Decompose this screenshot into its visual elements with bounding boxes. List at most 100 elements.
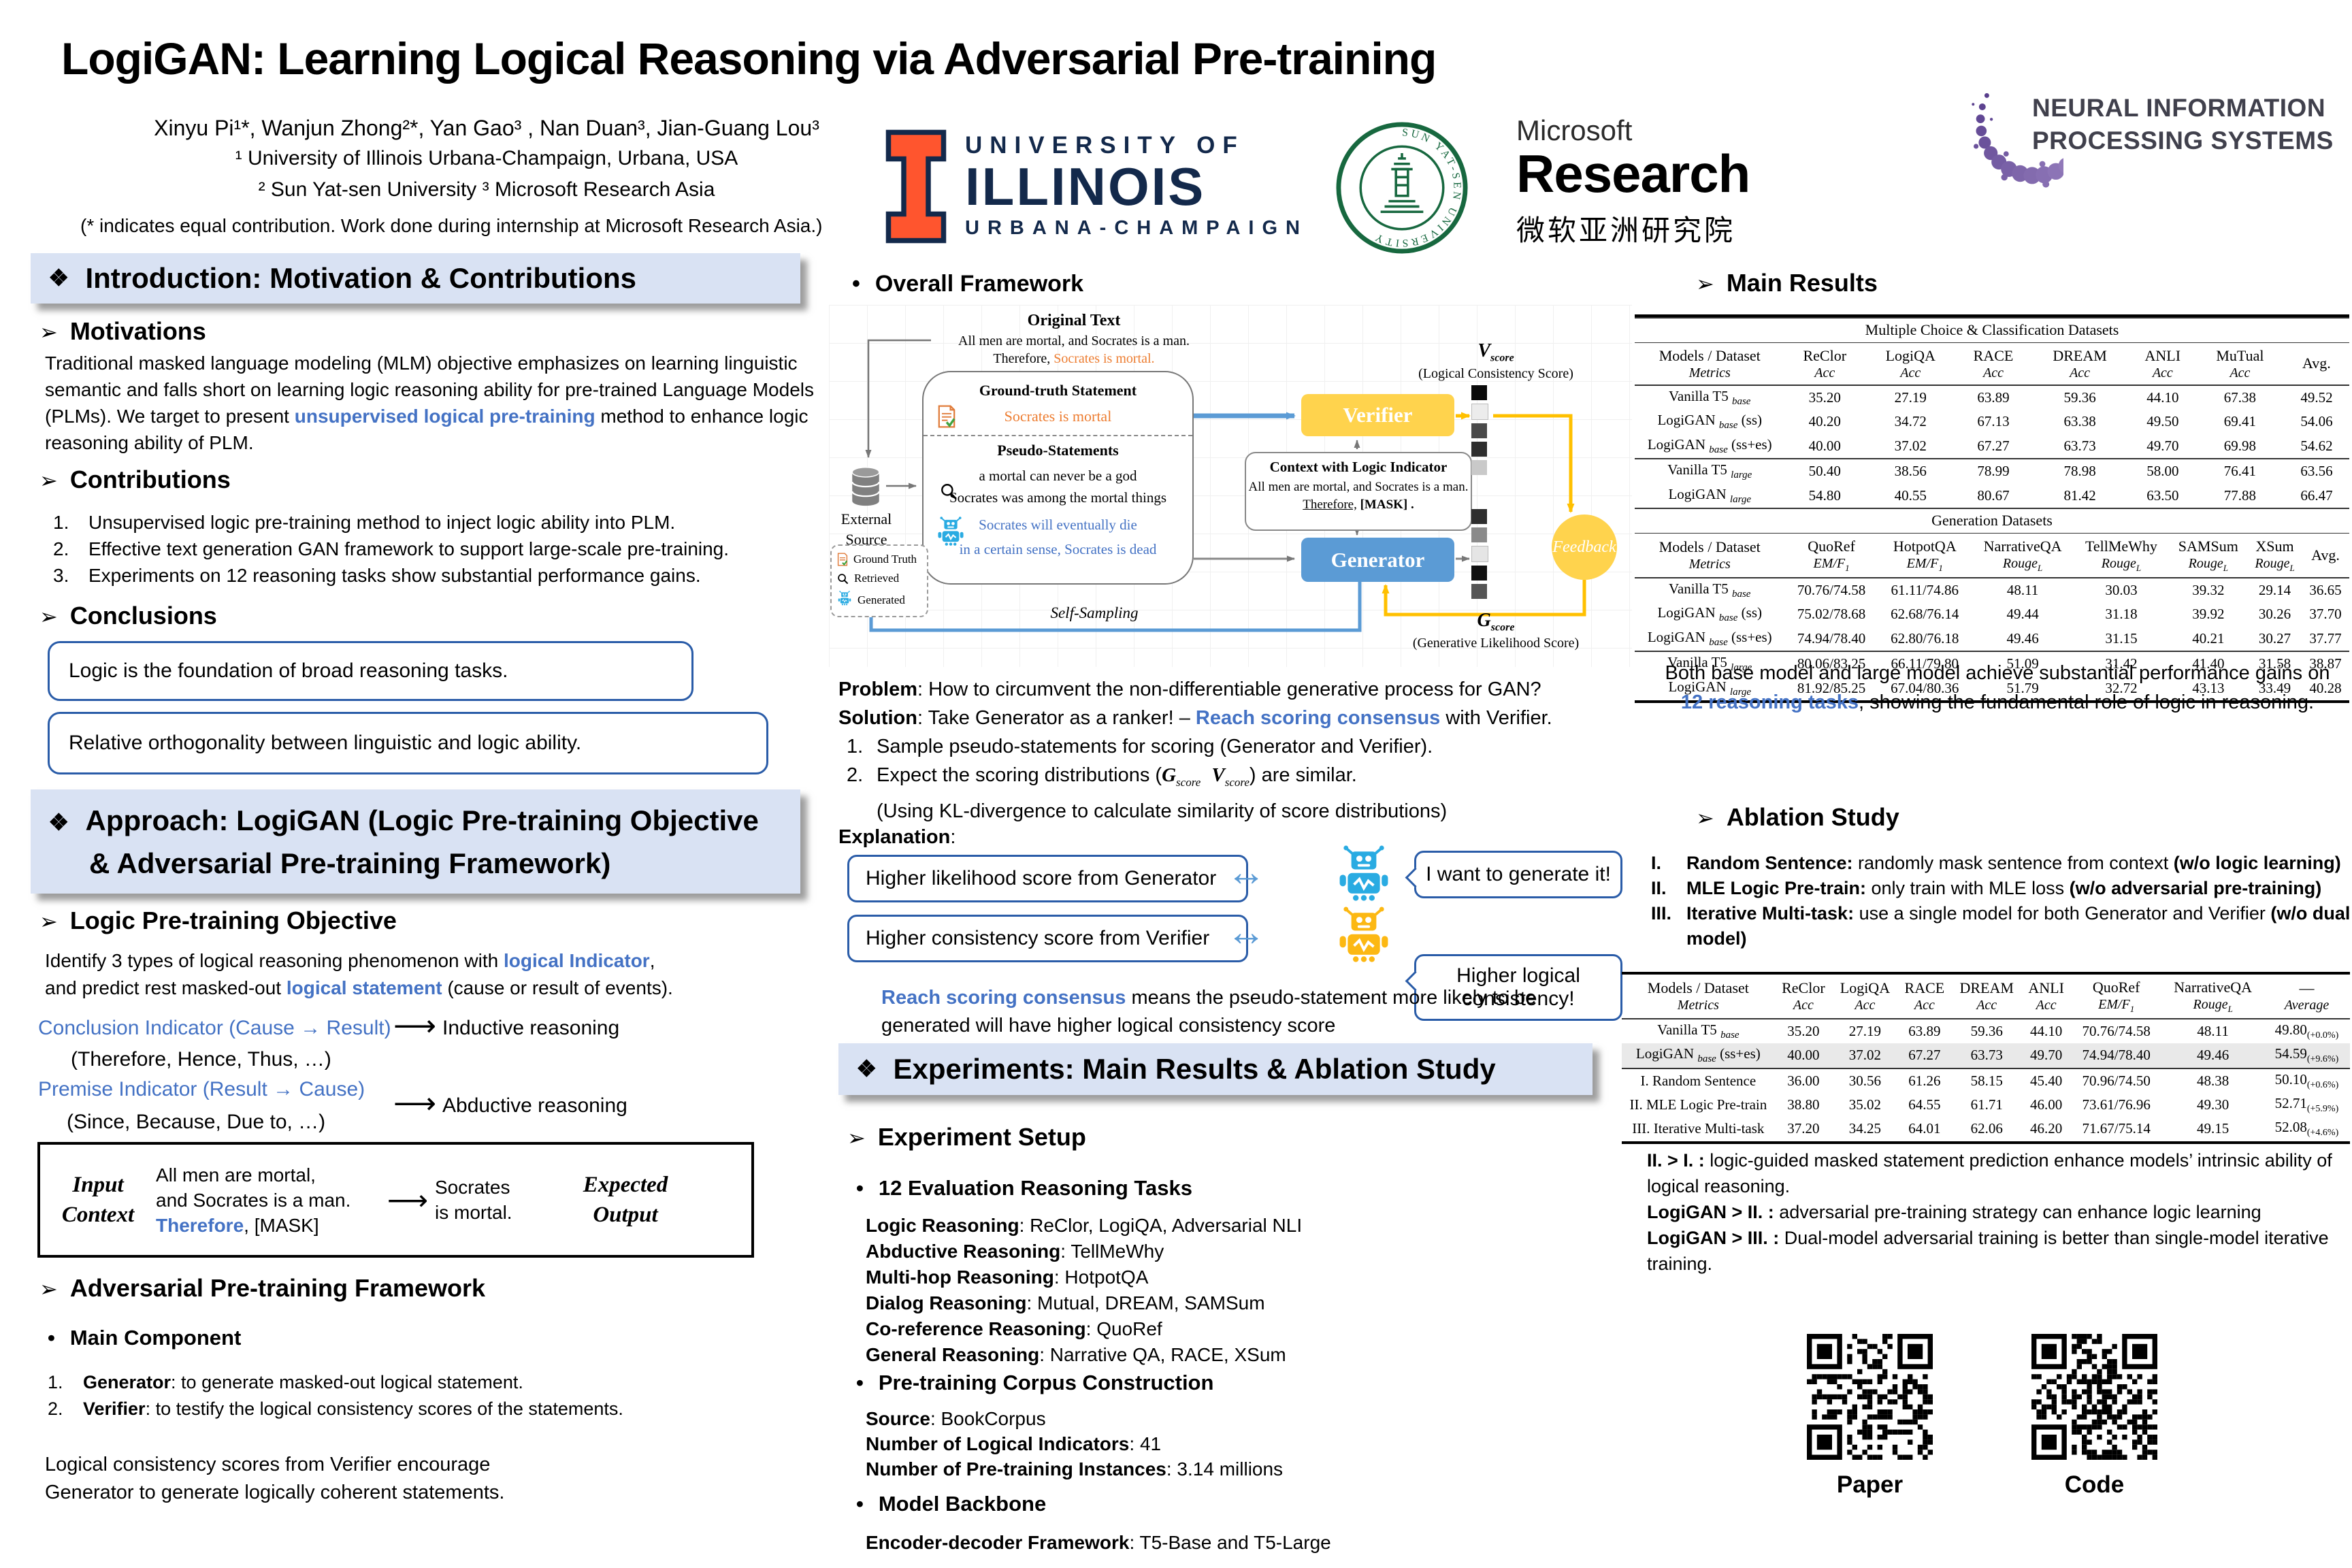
robot-generator-icon: [936, 517, 966, 550]
ablation-note: LogiGAN > II. : adversarial pre-training…: [1647, 1202, 2261, 1222]
v-score-label: Vscore (Logical Consistency Score): [1373, 340, 1618, 382]
diagram-legend: Ground Truth Retrieved Generated: [830, 544, 928, 617]
conclusions-heading: ➢ Conclusions: [39, 602, 217, 630]
table-cell: 49.30: [2197, 1096, 2230, 1113]
table-cell: 75.02/78.68: [1797, 606, 1866, 623]
robot-icon: [837, 591, 852, 609]
affiliation-1: ¹ University of Illinois Urbana-Champaig…: [235, 147, 738, 169]
ablation-heading: ➢ Ablation Study: [1696, 803, 1899, 831]
task-line: Multi-hop Reasoning: HotpotQA: [866, 1267, 1149, 1288]
database-icon: [848, 466, 883, 511]
paper-qr-label: Paper: [1836, 1471, 1904, 1498]
table-cell: 67.27: [1977, 437, 2010, 454]
double-arrow-icon: ↔: [1226, 850, 1266, 894]
table-cell: 30.03: [2074, 576, 2169, 603]
table-cell: 44.10: [2022, 1017, 2070, 1044]
table-cell: 33.49: [2258, 679, 2291, 696]
table-cell: 61.26: [1897, 1067, 1952, 1093]
robot-generator-icon: [1335, 845, 1392, 906]
table-cell: 40.00: [1774, 1043, 1833, 1068]
arrowhead-icon: ➢: [1696, 272, 1714, 296]
table-cell: 76.41: [2195, 458, 2284, 484]
experiment-setup-heading: ➢ Experiment Setup: [847, 1123, 1086, 1151]
table-cell: 74.94/78.40: [2070, 1043, 2163, 1068]
table-cell: 40.20: [1808, 413, 1841, 430]
table-cell: 63.73: [1951, 1043, 2023, 1068]
corpus-list: Source: BookCorpus Number of Logical Ind…: [866, 1406, 1628, 1482]
table-cell: 62.80/76.18: [1891, 630, 1959, 647]
ablation-notes: II. > I. : logic-guided masked statement…: [1647, 1147, 2349, 1277]
tasks-list: Logic Reasoning: ReClor, LogiQA, Adversa…: [866, 1213, 1628, 1368]
component-item: Generator: to generate masked-out logica…: [48, 1369, 523, 1396]
sysu-logo: SUN YAT-SEN UNIVERSITY: [1335, 121, 1469, 258]
table-cell: 41.40: [2168, 651, 2249, 676]
motivations-highlight: unsupervised logical pre-training: [294, 406, 595, 427]
table-cell: 49.70: [2146, 437, 2179, 454]
table-cell: 37.20: [1787, 1120, 1820, 1137]
table-cell: 49.52: [2283, 384, 2349, 410]
table-cell: 38.87: [2302, 651, 2349, 676]
robot-verifier-icon: [1335, 906, 1392, 967]
ground-truth-text: Socrates is mortal: [1004, 408, 1112, 425]
table-cell: 29.14: [2248, 576, 2302, 603]
arrowhead-icon: ➢: [847, 1126, 866, 1150]
table-cell: 70.96/74.50: [2070, 1067, 2163, 1093]
uiuc-line2: ILLINOIS: [965, 157, 1206, 216]
magnifier-icon: [838, 573, 849, 584]
table-cell: 63.89: [1956, 384, 2031, 410]
arrow-right-icon: ⟶: [393, 1009, 437, 1043]
ablation-note: LogiGAN > III. : Dual-model adversarial …: [1647, 1228, 2329, 1274]
table-cell: 70.76/74.58: [2070, 1017, 2163, 1044]
table-cell: 44.10: [2129, 384, 2196, 410]
table-cell: III. Iterative Multi-task: [1632, 1120, 1765, 1137]
table-cell: 63.38: [2063, 413, 2096, 430]
table-cell: 49.70: [2022, 1043, 2070, 1068]
table-cell: LogiGAN large: [1668, 678, 1752, 698]
table-cell: 49.80(+0.0%): [2263, 1017, 2350, 1044]
table-cell: 40.21: [2192, 630, 2225, 647]
table-cell: 48.38: [2162, 1067, 2264, 1093]
table-cell: 37.77: [2309, 630, 2342, 647]
pseudo-statement-1: a mortal can never be a god: [979, 468, 1137, 484]
table-cell: 62.06: [1970, 1120, 2003, 1137]
adv-framework-summary: Logical consistency scores from Verifier…: [45, 1454, 505, 1503]
abductive-label: Abductive reasoning: [442, 1094, 627, 1117]
table-cell: 37.02: [1894, 437, 1927, 454]
table-cell: 35.20: [1784, 384, 1865, 410]
arrowhead-icon: ➢: [39, 1277, 58, 1301]
conclusion-examples: (Therefore, Hence, Thus, …): [71, 1048, 331, 1071]
table-cell: LogiGAN base (ss): [1657, 412, 1762, 431]
table-cell: 31.58: [2248, 651, 2302, 676]
table-cell: 37.70: [2309, 606, 2342, 623]
main-component-heading: • Main Component: [48, 1326, 242, 1350]
bullet-icon: •: [856, 1176, 864, 1200]
table-cell: 40.00: [1808, 437, 1841, 454]
diamond-icon: ❖: [856, 1056, 877, 1082]
table-cell: 64.55: [1908, 1096, 1941, 1113]
table-cell: 61.11/74.86: [1878, 576, 1972, 603]
table-cell: Vanilla T5 large: [1635, 458, 1785, 484]
contribution-item: Unsupervised logic pre-training method t…: [53, 509, 676, 536]
table-cell: 59.36: [1951, 1017, 2023, 1044]
contributions-list: Unsupervised logic pre-training method t…: [45, 509, 824, 589]
authors: Xinyu Pi¹*, Wanjun Zhong²*, Yan Gao³ , N…: [154, 116, 819, 140]
table-cell: 70.76/74.58: [1784, 576, 1878, 603]
table-cell: 73.61/76.96: [2082, 1096, 2151, 1113]
table-cell: 71.67/75.14: [2082, 1120, 2151, 1137]
neurips-line2: PROCESSING SYSTEMS: [2032, 127, 2334, 154]
document-check-icon: [937, 405, 956, 431]
neurips-line1: NEURAL INFORMATION: [2032, 94, 2326, 122]
conclusion-box-2: Relative orthogonality between linguisti…: [48, 712, 768, 774]
section-introduction: ❖ Introduction: Motivation & Contributio…: [31, 253, 800, 304]
external-source-label: External Source: [840, 510, 892, 548]
statements-box: Ground-truth Statement Socrates is morta…: [922, 371, 1194, 585]
task-line: Dialog Reasoning: Mutual, DREAM, SAMSum: [866, 1292, 1265, 1313]
table-cell: 69.98: [2223, 437, 2257, 454]
premise-examples: (Since, Because, Due to, …): [67, 1111, 326, 1133]
affiliation-2: ² Sun Yat-sen University ³ Microsoft Res…: [258, 178, 715, 201]
table-cell: Vanilla T5 base: [1635, 384, 1785, 410]
table-cell: 50.40: [1784, 458, 1865, 484]
problem-solution-block: Problem: How to circumvent the non-diffe…: [838, 675, 1631, 826]
table-cell: 31.42: [2074, 651, 2169, 676]
contribution-item: Experiments on 12 reasoning tasks show s…: [53, 562, 701, 589]
